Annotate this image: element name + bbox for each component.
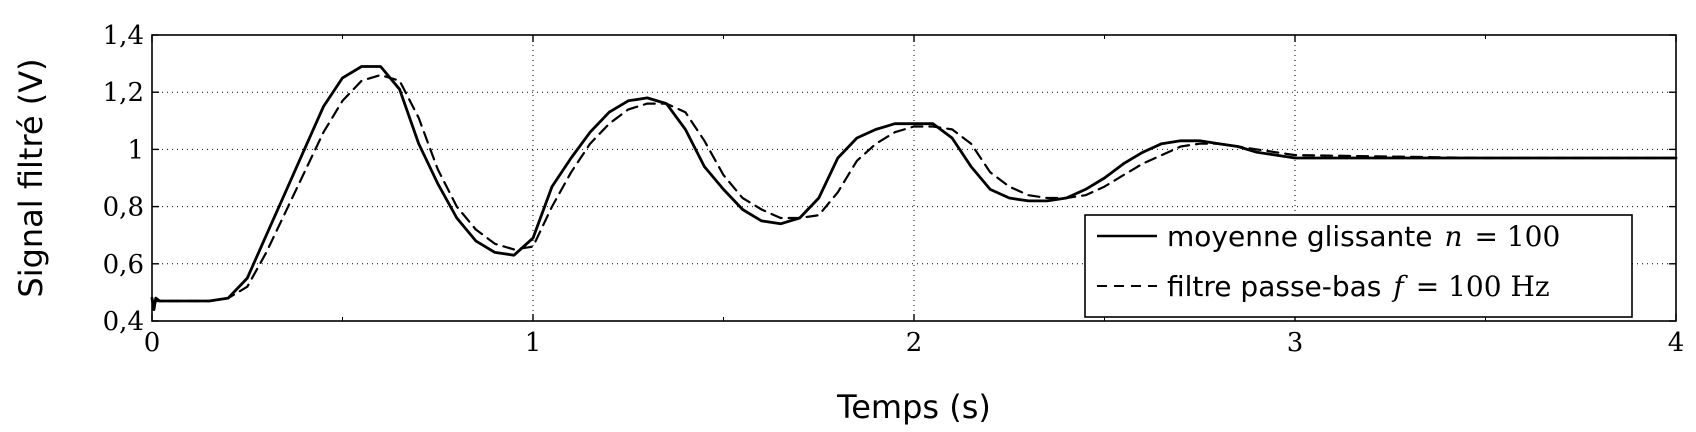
legend-item-moyenne: moyenne glissante n = 100 — [1167, 220, 1560, 253]
series-line-filtre-passe-bas — [150, 73, 1678, 303]
series-line-moyenne-glissante — [150, 65, 1678, 312]
x-tick-label: 1 — [525, 328, 542, 358]
legend-box — [1084, 214, 1633, 318]
y-tick-label: 1,4 — [103, 21, 144, 51]
legend-item-filtre: filtre passe-bas f = 100 Hz — [1167, 270, 1550, 303]
x-tick-label: 0 — [144, 328, 161, 358]
y-axis-title: Signal filtré (V) — [12, 58, 50, 297]
legend: moyenne glissante n = 100 filtre passe-b… — [1084, 214, 1633, 318]
axis-ticks: 0 1 2 3 4 0,4 0,6 0,8 1 1,2 1,4 — [103, 21, 1685, 358]
x-tick-label: 3 — [1287, 328, 1304, 358]
y-tick-label: 1,2 — [103, 78, 144, 108]
x-tick-label: 4 — [1668, 328, 1685, 358]
y-tick-label: 1 — [127, 135, 144, 165]
y-tick-label: 0,6 — [103, 250, 144, 280]
series-group — [150, 65, 1678, 312]
y-tick-label: 0,4 — [103, 307, 144, 337]
x-tick-label: 2 — [906, 328, 923, 358]
x-axis-title: Temps (s) — [836, 388, 991, 426]
y-tick-label: 0,8 — [103, 193, 144, 223]
